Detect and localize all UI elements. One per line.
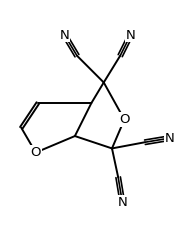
Text: O: O <box>31 146 41 159</box>
Text: N: N <box>60 29 70 42</box>
Text: N: N <box>165 132 175 145</box>
Text: N: N <box>117 196 127 208</box>
Text: O: O <box>119 113 130 126</box>
Text: N: N <box>126 29 135 42</box>
